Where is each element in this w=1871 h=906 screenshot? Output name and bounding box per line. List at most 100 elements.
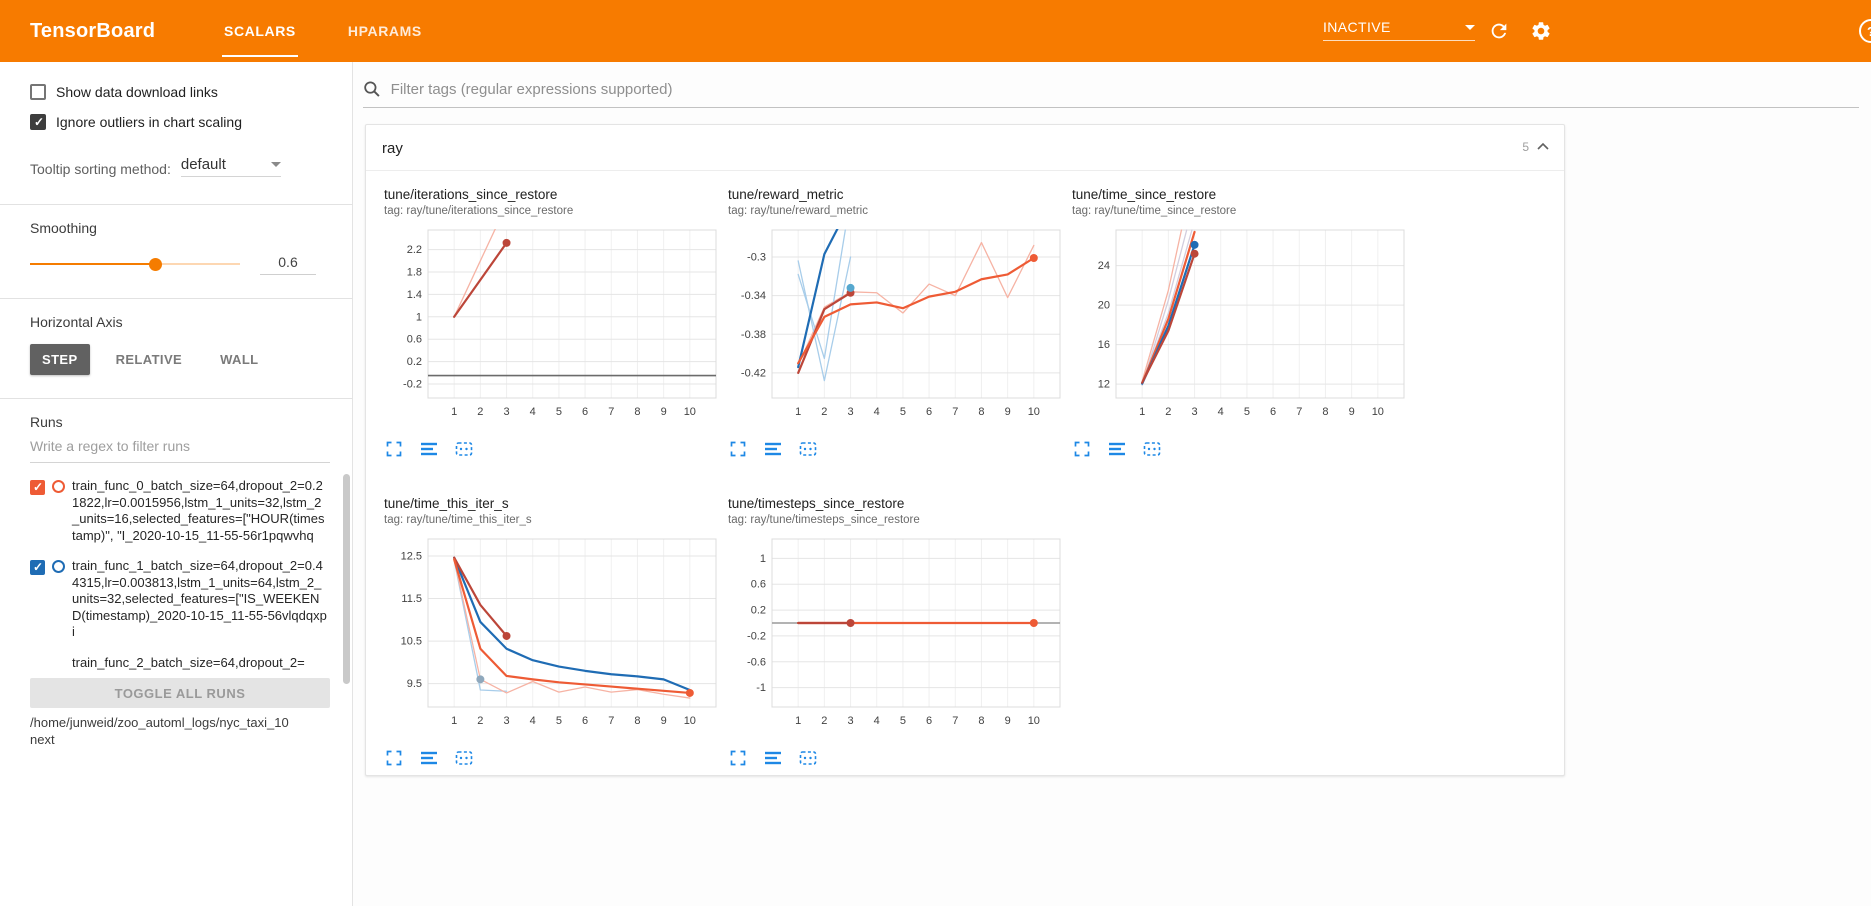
checkbox-label: Ignore outliers in chart scaling (56, 114, 242, 130)
svg-text:1: 1 (451, 406, 457, 418)
svg-text:-1: -1 (756, 682, 766, 694)
chart-title: tune/time_since_restore (1072, 187, 1217, 202)
run-isolator-radio[interactable] (52, 560, 65, 573)
smoothing-slider[interactable] (30, 257, 240, 271)
fit-domain-icon[interactable] (798, 440, 818, 458)
svg-text:-0.3: -0.3 (747, 252, 766, 264)
view-run-data-icon[interactable] (419, 440, 439, 458)
header-tab-hparams[interactable]: HPARAMS (336, 0, 434, 62)
tooltip-sort-label: Tooltip sorting method: (30, 161, 171, 177)
view-run-data-icon[interactable] (1107, 440, 1127, 458)
divider (0, 398, 353, 399)
chevron-up-icon[interactable] (1536, 140, 1550, 154)
svg-text:7: 7 (952, 406, 958, 418)
tag-group-header[interactable]: ray 5 (366, 125, 1564, 171)
svg-text:3: 3 (503, 406, 509, 418)
smoothing-slider-thumb[interactable] (149, 257, 162, 271)
svg-text:-0.6: -0.6 (747, 656, 766, 668)
run-item: train_func_2_batch_size=64,dropout_2= (30, 655, 336, 672)
chart-toolbar (384, 440, 720, 458)
svg-text:3: 3 (847, 406, 853, 418)
smoothing-label: Smoothing (30, 220, 97, 236)
tooltip-sort-dropdown[interactable]: default (180, 156, 281, 177)
smoothing-value[interactable]: 0.6 (260, 252, 316, 275)
svg-text:10.5: 10.5 (401, 636, 422, 648)
chart-plot[interactable]: 1 2 3 4 5 6 7 8 9 10 -0.2 0.2 0.6 1 1.4 1.8 2.2 (384, 225, 718, 423)
header-tab-scalars[interactable]: SCALARS (212, 0, 308, 62)
tag-filter-input[interactable] (390, 80, 1859, 98)
divider (0, 298, 353, 299)
svg-text:10: 10 (1372, 406, 1384, 418)
runs-label: Runs (30, 414, 63, 430)
view-run-data-icon[interactable] (763, 749, 783, 767)
expand-chart-icon[interactable] (384, 440, 404, 458)
view-run-data-icon[interactable] (763, 440, 783, 458)
expand-chart-icon[interactable] (384, 749, 404, 767)
svg-text:8: 8 (634, 715, 640, 727)
svg-text:-0.34: -0.34 (741, 290, 766, 302)
tooltip-sort-row: Tooltip sorting method: default (30, 156, 330, 177)
haxis-option-relative[interactable]: RELATIVE (115, 352, 183, 367)
svg-text:4: 4 (1218, 406, 1224, 418)
chart-title: tune/timesteps_since_restore (728, 496, 905, 511)
runs-scrollbar[interactable] (343, 474, 350, 684)
svg-text:3: 3 (1191, 406, 1197, 418)
smoothing-control: 0.6 (30, 252, 330, 275)
smoothing-slider-fill (30, 262, 156, 265)
fit-domain-icon[interactable] (798, 749, 818, 767)
run-checkbox[interactable] (30, 480, 45, 495)
chart-toolbar (728, 749, 1064, 767)
runs-filter-input[interactable] (30, 438, 330, 454)
svg-text:12.5: 12.5 (401, 551, 422, 563)
run-checkbox[interactable] (30, 560, 45, 575)
sidebar-checkbox-1[interactable] (30, 114, 46, 130)
expand-chart-icon[interactable] (1072, 440, 1092, 458)
expand-chart-icon[interactable] (728, 440, 748, 458)
settings-gear-icon[interactable] (1529, 19, 1553, 43)
chart-plot[interactable]: 1 2 3 4 5 6 7 8 9 10 9.5 10.5 11.5 12.5 (384, 534, 718, 732)
svg-text:1.8: 1.8 (407, 267, 422, 279)
svg-text:4: 4 (874, 715, 880, 727)
settings-sidebar: Show data download links Ignore outliers… (0, 62, 353, 906)
svg-text:0.6: 0.6 (407, 334, 422, 346)
fit-domain-icon[interactable] (454, 749, 474, 767)
svg-text:10: 10 (1028, 715, 1040, 727)
svg-text:1.4: 1.4 (407, 289, 422, 301)
svg-text:4: 4 (874, 406, 880, 418)
fit-domain-icon[interactable] (454, 440, 474, 458)
status-dropdown[interactable]: INACTIVE (1323, 19, 1475, 41)
ignore-outliers-row: Ignore outliers in chart scaling (30, 114, 330, 130)
svg-text:6: 6 (1270, 406, 1276, 418)
svg-text:9: 9 (1005, 406, 1011, 418)
help-label: ? (1867, 24, 1871, 39)
chart-title: tune/reward_metric (728, 187, 844, 202)
svg-text:8: 8 (978, 406, 984, 418)
run-isolator-radio[interactable] (52, 480, 65, 493)
refresh-icon[interactable] (1487, 19, 1511, 43)
haxis-option-step[interactable]: STEP (30, 344, 90, 375)
svg-text:0.2: 0.2 (407, 356, 422, 368)
toggle-all-runs-button[interactable]: TOGGLE ALL RUNS (30, 678, 330, 708)
run-item: train_func_0_batch_size=64,dropout_2=0.2… (30, 478, 336, 544)
chart-toolbar (384, 749, 720, 767)
svg-text:2: 2 (477, 715, 483, 727)
svg-text:12: 12 (1098, 379, 1110, 391)
view-run-data-icon[interactable] (419, 749, 439, 767)
help-icon[interactable]: ? (1859, 19, 1871, 43)
svg-text:8: 8 (634, 406, 640, 418)
svg-text:9.5: 9.5 (407, 678, 422, 690)
svg-text:0.2: 0.2 (751, 605, 766, 617)
svg-text:6: 6 (582, 715, 588, 727)
svg-text:10: 10 (684, 715, 696, 727)
chart-plot[interactable]: 1 2 3 4 5 6 7 8 9 10 -0.42 -0.38 -0.34 -0.3 (728, 225, 1062, 423)
svg-text:2: 2 (821, 715, 827, 727)
chevron-down-icon (1465, 24, 1475, 30)
chart-plot[interactable]: 1 2 3 4 5 6 7 8 9 10 -1 -0.6 -0.2 0.2 0.6 1 (728, 534, 1062, 732)
fit-domain-icon[interactable] (1142, 440, 1162, 458)
sidebar-checkbox-0[interactable] (30, 84, 46, 100)
svg-text:6: 6 (926, 406, 932, 418)
expand-chart-icon[interactable] (728, 749, 748, 767)
svg-text:7: 7 (608, 715, 614, 727)
haxis-option-wall[interactable]: WALL (220, 352, 259, 367)
